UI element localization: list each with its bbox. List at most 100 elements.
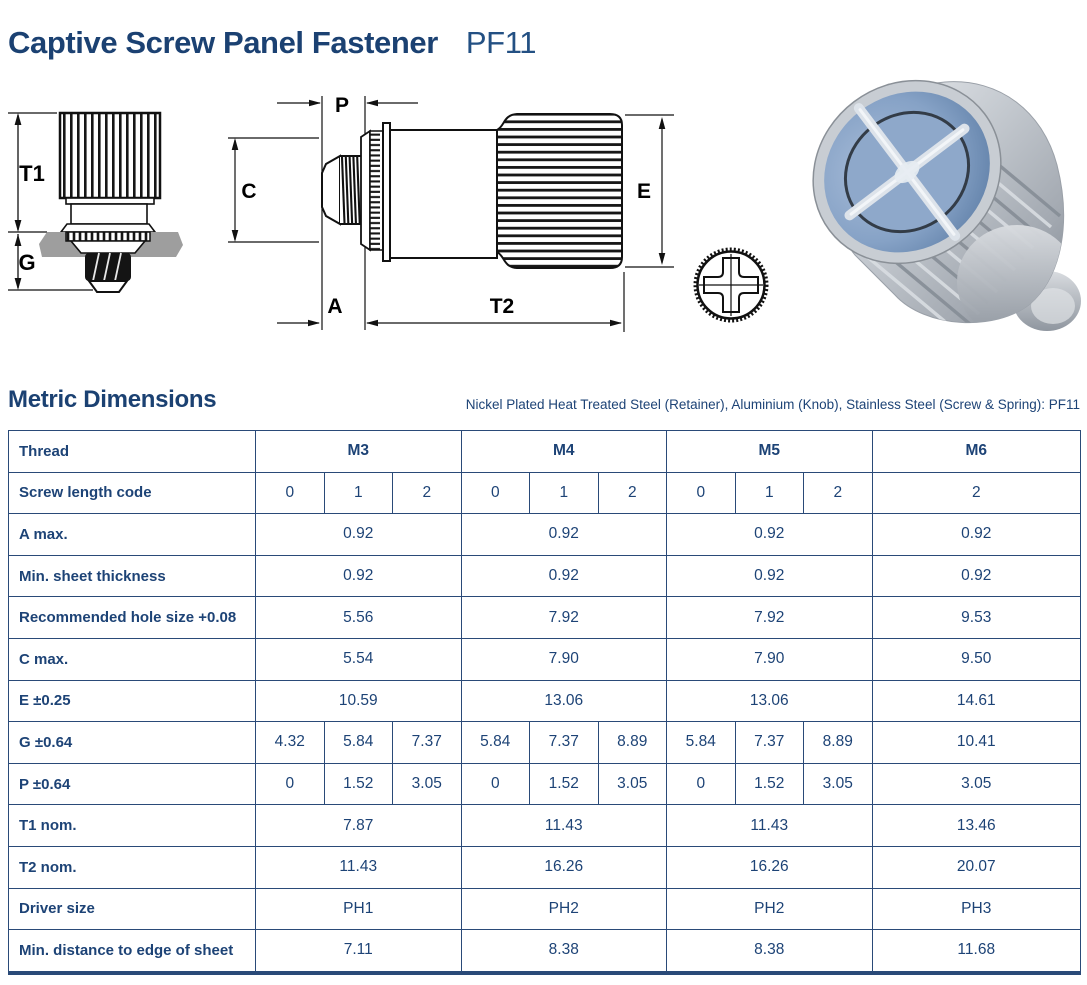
table-cell: 0.92 [666,554,873,598]
table-cell: 1.52 [734,762,804,806]
page-title: Captive Screw Panel Fastener PF11 [8,25,536,61]
row-label: C max. [8,637,256,681]
dim-label-t1: T1 [19,161,45,186]
metric-dimensions-table: Thread M3 M4 M5 M6 Screw length code 0 1… [8,430,1081,975]
table-cell: 0 [460,762,530,806]
table-cell: 4.32 [255,721,325,764]
table-cell: 0 [255,471,325,515]
front-view-part [39,111,183,293]
table-cell: 5.84 [323,721,393,764]
table-cell: 0.92 [255,554,462,598]
table-cell: 7.92 [460,596,667,639]
table-cell: 11.43 [666,804,873,847]
table-cell: 7.37 [392,721,462,764]
section-heading: Metric Dimensions [8,386,217,413]
table-cell: 11.43 [255,845,462,889]
table-cell: 0 [460,471,530,515]
table-cell: 13.06 [666,679,873,723]
dim-label-c: C [241,180,256,203]
table-cell: M4 [460,430,667,473]
table-cell: 7.11 [255,929,462,974]
row-label: Min. sheet thickness [8,554,256,598]
front-view-drawing: T1 G [8,111,183,293]
row-label: Thread [8,430,256,473]
table-cell: 2 [803,471,873,515]
table-row-c-max: C max. 5.54 7.90 7.90 9.50 [8,637,1081,681]
row-label: Driver size [8,887,256,931]
table-row-recommended-hole-size: Recommended hole size +0.08 5.56 7.92 7.… [8,596,1081,639]
table-cell: 5.56 [255,596,462,639]
table-cell: 3.05 [597,762,667,806]
table-cell: 5.84 [666,721,736,764]
table-row-a-max: A max. 0.92 0.92 0.92 0.92 [8,513,1081,556]
table-cell: 5.54 [255,637,462,681]
row-label: Min. distance to edge of sheet [8,929,256,974]
table-cell: 0 [666,762,736,806]
table-row-min-sheet-thickness: Min. sheet thickness 0.92 0.92 0.92 0.92 [8,554,1081,598]
table-cell: M3 [255,430,462,473]
table-cell: 0 [255,762,325,806]
table-cell: 5.84 [460,721,530,764]
dim-label-a: A [327,295,342,318]
table-cell: 2 [597,471,667,515]
table-cell: 0.92 [460,513,667,556]
table-cell: 9.50 [871,637,1081,681]
table-cell: 0.92 [871,513,1081,556]
knob-face-3d [812,79,1002,265]
table-cell: 2 [392,471,462,515]
table-cell: M6 [871,430,1081,473]
table-cell: 11.68 [871,929,1081,974]
row-label: Recommended hole size +0.08 [8,596,256,639]
table-cell: 0.92 [871,554,1081,598]
table-cell: 1 [323,471,393,515]
table-cell: 11.43 [460,804,667,847]
table-row-t1: T1 nom. 7.87 11.43 11.43 13.46 [8,804,1081,847]
table-cell: 9.53 [871,596,1081,639]
row-label: Screw length code [8,471,256,515]
table-cell: 7.92 [666,596,873,639]
page-title-text: Captive Screw Panel Fastener [8,24,438,60]
front-dimension-arrows [14,113,22,290]
side-view-part [321,113,623,269]
table-cell: 1 [734,471,804,515]
row-label: E ±0.25 [8,679,256,723]
table-cell: 7.90 [460,637,667,681]
table-cell: 10.41 [871,721,1081,764]
table-row-screw-length-code: Screw length code 0 1 2 0 1 2 0 1 2 2 [8,471,1081,515]
table-cell: 0.92 [666,513,873,556]
table-cell: 8.89 [803,721,873,764]
table-cell: 0.92 [255,513,462,556]
table-cell: 14.61 [871,679,1081,723]
section-heading-row: Metric Dimensions Nickel Plated Heat Tre… [8,386,1080,414]
table-cell: 13.06 [460,679,667,723]
table-cell: 7.87 [255,804,462,847]
table-cell: 3.05 [803,762,873,806]
table-cell: 3.05 [871,762,1081,806]
table-row-e: E ±0.25 10.59 13.06 13.06 14.61 [8,679,1081,723]
table-cell: 2 [871,471,1081,515]
table-cell: 1.52 [529,762,599,806]
row-label: T2 nom. [8,845,256,889]
table-cell: 1.52 [323,762,393,806]
table-row-p: P ±0.64 0 1.52 3.05 0 1.52 3.05 0 1.52 3… [8,762,1081,806]
knob-3d-render [812,79,1081,331]
table-row-g: G ±0.64 4.32 5.84 7.37 5.84 7.37 8.89 5.… [8,721,1081,764]
table-row-min-distance-edge: Min. distance to edge of sheet 7.11 8.38… [8,929,1081,974]
dim-label-e: E [637,180,651,203]
table-cell: M5 [666,430,873,473]
table-cell: 8.38 [460,929,667,974]
table-row-driver-size: Driver size PH1 PH2 PH2 PH3 [8,887,1081,931]
table-cell: 10.59 [255,679,462,723]
row-label: A max. [8,513,256,556]
table-cell: 16.26 [460,845,667,889]
table-cell: 3.05 [392,762,462,806]
dim-label-t2: T2 [490,295,515,318]
table-cell: 7.37 [529,721,599,764]
table-cell: 7.90 [666,637,873,681]
dim-label-p: P [335,94,349,117]
table-cell: PH3 [871,887,1081,931]
table-cell: PH2 [666,887,873,931]
row-label: P ±0.64 [8,762,256,806]
table-cell: 7.37 [734,721,804,764]
row-label: T1 nom. [8,804,256,847]
